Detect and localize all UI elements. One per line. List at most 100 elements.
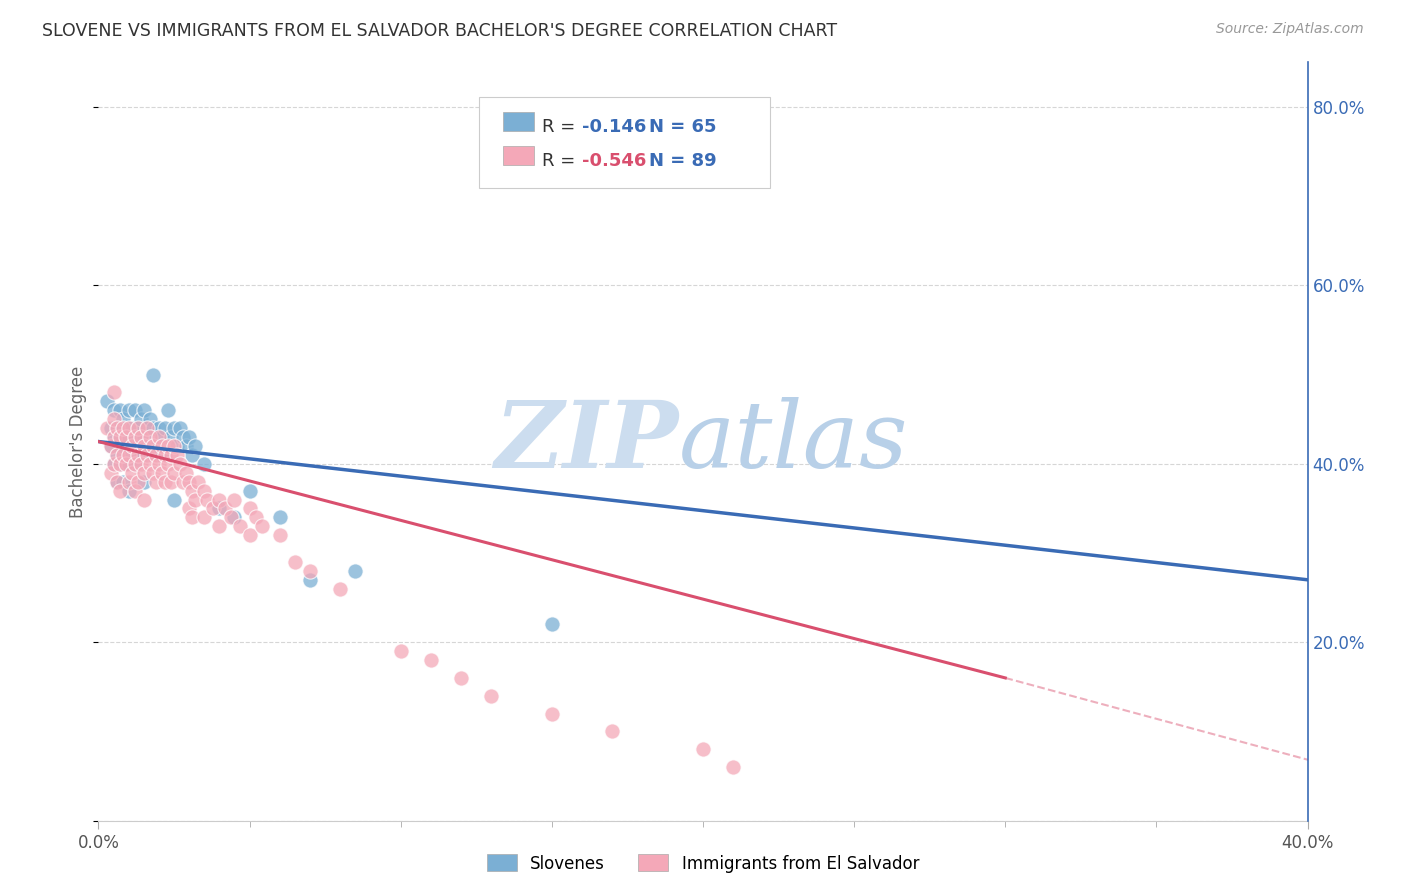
Point bbox=[174, 439, 197, 453]
Point bbox=[163, 492, 186, 507]
Point bbox=[160, 448, 183, 462]
Point bbox=[118, 475, 141, 489]
Point bbox=[100, 421, 122, 435]
Point bbox=[269, 528, 291, 542]
Point bbox=[145, 448, 167, 462]
Point bbox=[127, 448, 149, 462]
Point bbox=[389, 644, 412, 658]
Point bbox=[181, 483, 204, 498]
Point bbox=[124, 430, 146, 444]
Point bbox=[127, 475, 149, 489]
Point bbox=[150, 439, 173, 453]
Point bbox=[108, 457, 131, 471]
Point bbox=[103, 403, 125, 417]
Point bbox=[103, 430, 125, 444]
Point bbox=[187, 475, 209, 489]
Point bbox=[160, 475, 183, 489]
Point bbox=[166, 439, 188, 453]
Point bbox=[153, 448, 176, 462]
Point bbox=[103, 385, 125, 400]
Point bbox=[153, 475, 176, 489]
Text: SLOVENE VS IMMIGRANTS FROM EL SALVADOR BACHELOR'S DEGREE CORRELATION CHART: SLOVENE VS IMMIGRANTS FROM EL SALVADOR B… bbox=[42, 22, 838, 40]
Point bbox=[179, 475, 201, 489]
Point bbox=[114, 430, 136, 444]
Point bbox=[103, 412, 125, 426]
Point bbox=[118, 421, 141, 435]
Point bbox=[481, 689, 503, 703]
Point bbox=[127, 421, 149, 435]
Point bbox=[124, 483, 146, 498]
Point bbox=[114, 457, 136, 471]
Point bbox=[105, 448, 128, 462]
Point bbox=[193, 483, 215, 498]
Point bbox=[103, 457, 125, 471]
Point bbox=[692, 742, 714, 756]
Point bbox=[121, 466, 143, 480]
Point bbox=[108, 430, 131, 444]
Point bbox=[100, 439, 122, 453]
Point bbox=[723, 760, 745, 774]
Point bbox=[142, 466, 165, 480]
Point bbox=[145, 475, 167, 489]
Point bbox=[108, 483, 131, 498]
Point bbox=[105, 475, 128, 489]
FancyBboxPatch shape bbox=[479, 96, 769, 187]
Point bbox=[121, 448, 143, 462]
Point bbox=[118, 448, 141, 462]
Point bbox=[184, 492, 207, 507]
Point bbox=[105, 421, 128, 435]
Point bbox=[129, 439, 152, 453]
Text: -0.546: -0.546 bbox=[582, 152, 647, 169]
Point bbox=[540, 706, 562, 721]
Point bbox=[139, 430, 162, 444]
Point bbox=[103, 457, 125, 471]
Point bbox=[344, 564, 367, 578]
Point bbox=[163, 466, 186, 480]
Point bbox=[132, 466, 155, 480]
Text: N = 89: N = 89 bbox=[648, 152, 716, 169]
Legend: Slovenes, Immigrants from El Salvador: Slovenes, Immigrants from El Salvador bbox=[479, 847, 927, 880]
Point bbox=[118, 483, 141, 498]
Text: R =: R = bbox=[543, 152, 581, 169]
Point bbox=[132, 448, 155, 462]
Point bbox=[169, 421, 191, 435]
Text: atlas: atlas bbox=[679, 397, 908, 486]
Point bbox=[239, 483, 262, 498]
Point bbox=[111, 448, 134, 462]
Bar bbox=[503, 145, 534, 165]
Point bbox=[129, 457, 152, 471]
Point bbox=[105, 475, 128, 489]
Point bbox=[100, 466, 122, 480]
Point bbox=[163, 421, 186, 435]
Point bbox=[111, 412, 134, 426]
Point bbox=[208, 501, 231, 516]
Point bbox=[148, 448, 170, 462]
Point bbox=[132, 475, 155, 489]
Point bbox=[269, 510, 291, 524]
Text: N = 65: N = 65 bbox=[648, 118, 716, 136]
Point bbox=[179, 430, 201, 444]
Text: Source: ZipAtlas.com: Source: ZipAtlas.com bbox=[1216, 22, 1364, 37]
Point bbox=[121, 439, 143, 453]
Point bbox=[118, 430, 141, 444]
Text: R =: R = bbox=[543, 118, 581, 136]
Point bbox=[132, 439, 155, 453]
Point bbox=[239, 528, 262, 542]
Point bbox=[208, 519, 231, 533]
Point bbox=[105, 448, 128, 462]
Point bbox=[142, 421, 165, 435]
Point bbox=[135, 448, 157, 462]
Point bbox=[114, 457, 136, 471]
Point bbox=[156, 457, 179, 471]
Point bbox=[124, 403, 146, 417]
Point bbox=[139, 457, 162, 471]
Point bbox=[329, 582, 352, 596]
Point bbox=[202, 501, 225, 516]
Point bbox=[193, 457, 215, 471]
Point bbox=[148, 421, 170, 435]
Point bbox=[179, 501, 201, 516]
Text: -0.146: -0.146 bbox=[582, 118, 647, 136]
Point bbox=[153, 448, 176, 462]
Point bbox=[145, 439, 167, 453]
Point bbox=[108, 430, 131, 444]
